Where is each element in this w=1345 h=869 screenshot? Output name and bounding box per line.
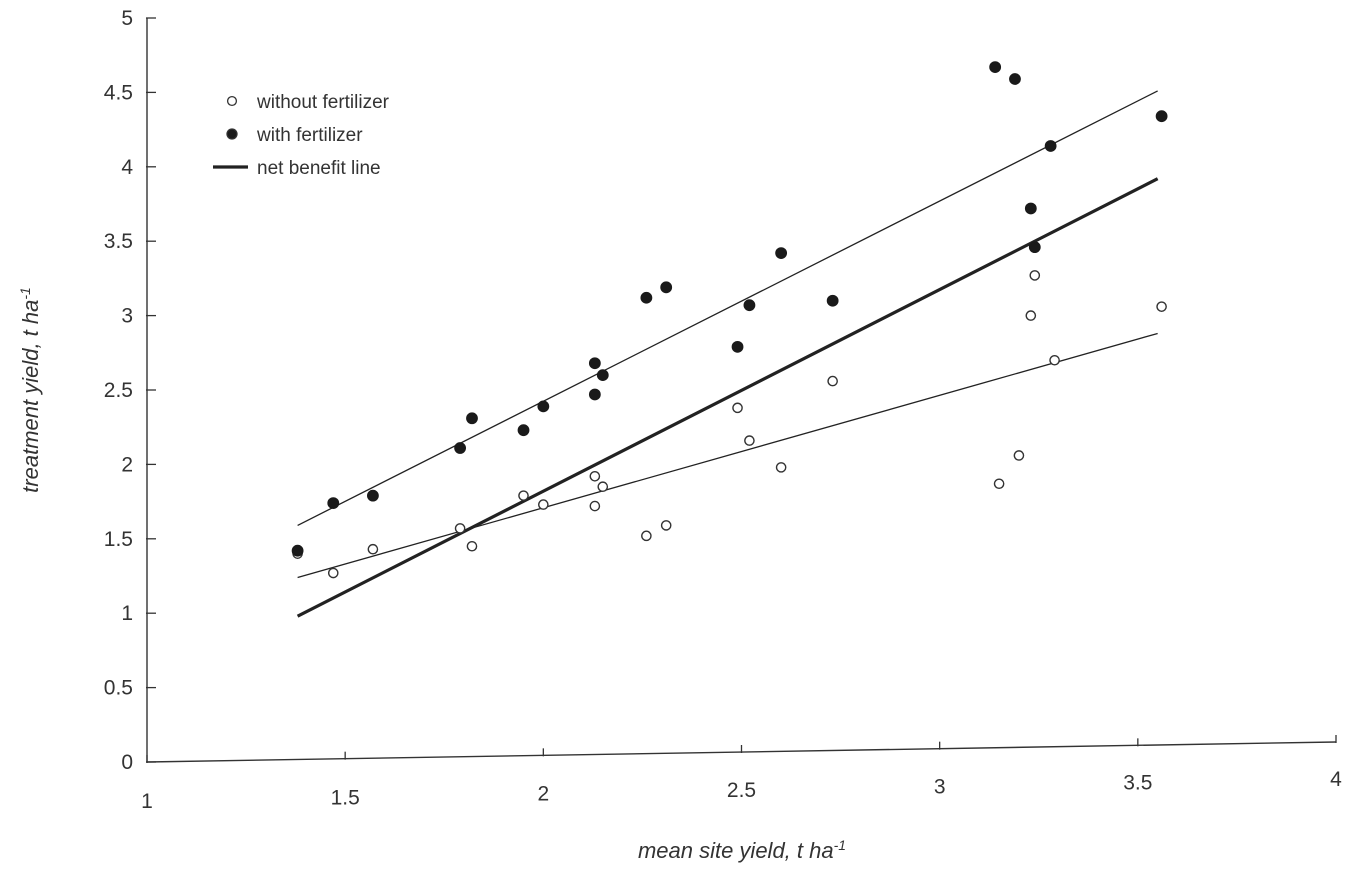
- without-fertilizer-point: [518, 490, 529, 501]
- y-tick-label: 1: [121, 602, 133, 625]
- y-tick-label: 1.5: [104, 528, 133, 551]
- y-axis-title: treatment yield, t ha-1: [17, 287, 43, 493]
- with-fertilizer-point: [826, 294, 839, 307]
- without-fertilizer-point: [327, 567, 339, 579]
- without-fertilizer-point: [1013, 450, 1025, 461]
- y-tick-label: 3: [121, 305, 133, 328]
- with-fertilizer-point: [537, 400, 550, 413]
- regression-line: [297, 90, 1158, 526]
- legend-label: without fertilizer: [256, 92, 390, 113]
- without-fertilizer-point: [993, 478, 1005, 490]
- y-tick-label: 2.5: [104, 379, 133, 402]
- x-axis-title-text: mean site yield, t ha: [638, 838, 834, 863]
- legend-open-circle-marker: [226, 95, 238, 107]
- without-fertilizer-point: [538, 499, 549, 510]
- without-fertilizer-point: [597, 481, 609, 493]
- without-fertilizer-point: [827, 375, 838, 387]
- with-fertilizer-point: [291, 544, 304, 557]
- x-tick-label: 3: [934, 775, 946, 798]
- with-fertilizer-point: [743, 299, 756, 312]
- axis-ticks: 0 0.5 1 1.5 2 2.5 3 3.5 4 4.5 5 1 1.5 2 2.5 3 3.5 4: [104, 7, 1342, 813]
- x-tick-label: 4: [1330, 768, 1342, 791]
- with-fertilizer-point: [1024, 202, 1037, 215]
- y-tick-label: 3.5: [104, 230, 133, 253]
- x-tick-label: 2.5: [727, 779, 756, 802]
- y-tick-label: 0.5: [104, 677, 133, 700]
- legend: without fertilizer with fertilizer net ben…: [213, 92, 390, 179]
- without-fertilizer-point: [589, 471, 601, 482]
- x-tick-label: 2: [537, 783, 549, 806]
- y-tick-label: 4: [121, 156, 133, 179]
- with-fertilizer-point: [466, 412, 478, 425]
- y-tick-label: 2: [121, 453, 133, 476]
- without-fertilizer-point: [466, 540, 478, 552]
- with-fertilizer-point: [588, 357, 601, 370]
- y-tick-label: 4.5: [104, 81, 133, 104]
- x-tick-label: 3.5: [1123, 772, 1152, 795]
- without-fertilizer-point: [1156, 301, 1167, 312]
- without-fertilizer-point: [1049, 354, 1060, 366]
- with-fertilizer-point: [367, 489, 379, 502]
- without-fertilizer-point: [454, 523, 466, 534]
- x-axis-title: mean site yield, t ha-1: [638, 837, 846, 863]
- data-points: [291, 61, 1168, 579]
- without-fertilizer-point: [1025, 310, 1037, 321]
- with-fertilizer-point: [989, 61, 1002, 74]
- without-fertilizer-point: [1029, 270, 1041, 281]
- with-fertilizer-point: [1028, 241, 1041, 254]
- x-tick-label: 1.5: [331, 786, 360, 809]
- x-tick-label: 1: [141, 790, 153, 813]
- legend-label: net benefit line: [257, 158, 381, 179]
- y-tick-label: 5: [121, 7, 133, 30]
- with-fertilizer-point: [1155, 110, 1168, 123]
- with-fertilizer-point: [1044, 140, 1057, 152]
- without-fertilizer-point: [775, 462, 787, 473]
- y-axis-title-text: treatment yield, t ha: [18, 300, 43, 493]
- legend-label: with fertilizer: [256, 125, 363, 146]
- with-fertilizer-point: [775, 247, 788, 260]
- with-fertilizer-point: [454, 442, 467, 454]
- with-fertilizer-point: [660, 281, 673, 294]
- fit-lines: [296, 90, 1159, 618]
- y-tick-label: 0: [121, 751, 133, 774]
- regression-line: [297, 332, 1158, 579]
- with-fertilizer-point: [327, 497, 340, 509]
- without-fertilizer-point: [589, 500, 601, 512]
- with-fertilizer-point: [596, 369, 609, 382]
- without-fertilizer-point: [732, 402, 743, 414]
- with-fertilizer-point: [1009, 73, 1021, 85]
- with-fertilizer-point: [640, 291, 653, 304]
- without-fertilizer-point: [641, 530, 652, 542]
- with-fertilizer-point: [588, 388, 601, 401]
- without-fertilizer-point: [744, 435, 755, 446]
- y-axis-title-superscript: -1: [17, 287, 33, 299]
- legend-filled-circle-marker: [226, 128, 238, 140]
- with-fertilizer-point: [731, 340, 744, 353]
- with-fertilizer-point: [517, 424, 530, 437]
- net-benefit-line: [296, 177, 1159, 618]
- without-fertilizer-point: [660, 520, 672, 531]
- x-axis-title-superscript: -1: [834, 837, 846, 853]
- without-fertilizer-point: [367, 543, 379, 555]
